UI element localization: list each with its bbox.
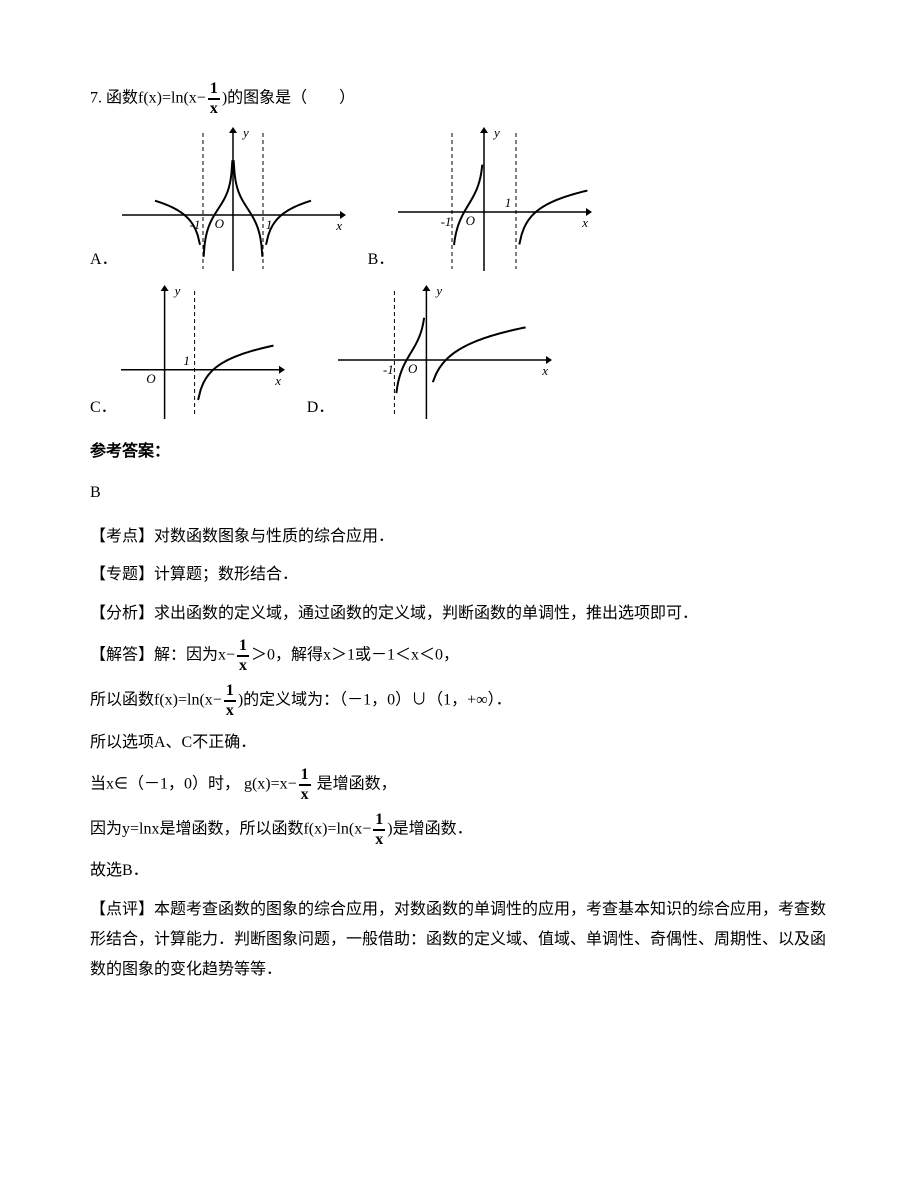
option-D: D． Ox y -1 bbox=[307, 283, 555, 423]
option-D-label: D． bbox=[307, 393, 335, 423]
graph-D: Ox y -1 bbox=[334, 283, 554, 423]
fraction-1-over-x: 1x bbox=[237, 637, 249, 674]
option-A: A． Oxy-11 bbox=[90, 125, 348, 275]
svg-text:O: O bbox=[146, 371, 156, 386]
option-B-label: B． bbox=[368, 245, 395, 275]
frac-den: x bbox=[208, 100, 220, 118]
frac-num: 1 bbox=[373, 811, 385, 831]
jieda-p1-a: 解：因为x− bbox=[154, 646, 235, 663]
jieda-p4-b: 是增函数， bbox=[313, 775, 397, 792]
jieda-p3: 所以选项A、C不正确． bbox=[90, 728, 830, 758]
svg-text:O: O bbox=[466, 213, 476, 228]
frac-num: 1 bbox=[208, 80, 220, 100]
fenxi-label: 【分析】 bbox=[90, 605, 154, 622]
graph-B: Ox y -1 1 bbox=[394, 125, 594, 275]
svg-text:x: x bbox=[581, 215, 588, 230]
frac-den: x bbox=[224, 702, 236, 720]
frac-num: 1 bbox=[224, 682, 236, 702]
svg-text:1: 1 bbox=[505, 195, 512, 210]
svg-text:y: y bbox=[435, 283, 443, 298]
zhuanti-text: 计算题；数形结合． bbox=[154, 566, 298, 583]
jieda-p4-a: 当x∈（－1，0）时， g(x)=x− bbox=[90, 775, 297, 792]
question-line: 7. 函数f(x)=ln(x−1x)的图象是（ ） bbox=[90, 80, 830, 117]
zhuanti-label: 【专题】 bbox=[90, 566, 154, 583]
jieda-p2-a: 所以函数f(x)=ln(x− bbox=[90, 692, 222, 709]
svg-text:y: y bbox=[241, 125, 249, 140]
svg-text:x: x bbox=[274, 373, 281, 388]
kaodian-label: 【考点】 bbox=[90, 528, 154, 545]
graph-C: Ox y 1 bbox=[117, 283, 287, 423]
frac-den: x bbox=[237, 657, 249, 675]
option-C: C． Ox y 1 bbox=[90, 283, 287, 423]
svg-text:-1: -1 bbox=[441, 214, 452, 229]
dianping-text: 本题考查函数的图象的综合应用，对数函数的单调性的应用，考查基本知识的综合应用，考… bbox=[90, 901, 826, 979]
question-text-b: )的图象是（ ） bbox=[222, 89, 355, 106]
jieda-p1: 【解答】解：因为x−1x＞0，解得x＞1或－1＜x＜0， bbox=[90, 637, 830, 674]
jieda-p5-a: 因为y=lnx是增函数，所以函数f(x)=ln(x− bbox=[90, 820, 371, 837]
answer-heading: 参考答案： bbox=[90, 437, 830, 467]
svg-text:x: x bbox=[335, 218, 342, 233]
jieda-p5-b: )是增函数． bbox=[387, 820, 472, 837]
frac-den: x bbox=[299, 786, 311, 804]
kaodian-line: 【考点】对数函数图象与性质的综合应用． bbox=[90, 522, 830, 552]
fraction-1-over-x: 1x bbox=[373, 811, 385, 848]
jieda-p2-b: )的定义域为：（－1，0）∪（1，+∞）． bbox=[238, 692, 512, 709]
svg-text:1: 1 bbox=[183, 353, 190, 368]
jieda-p4: 当x∈（－1，0）时， g(x)=x−1x 是增函数， bbox=[90, 766, 830, 803]
jieda-p6: 故选B． bbox=[90, 856, 830, 886]
svg-text:y: y bbox=[492, 125, 500, 140]
graph-A: Oxy-11 bbox=[118, 125, 348, 275]
svg-text:-1: -1 bbox=[383, 362, 394, 377]
question-text-a: 函数f(x)=ln(x− bbox=[106, 89, 206, 106]
jieda-label: 【解答】 bbox=[90, 646, 154, 663]
jieda-p1-b: ＞0，解得x＞1或－1＜x＜0， bbox=[251, 646, 459, 663]
zhuanti-line: 【专题】计算题；数形结合． bbox=[90, 560, 830, 590]
fraction-1-over-x: 1x bbox=[299, 766, 311, 803]
frac-num: 1 bbox=[237, 637, 249, 657]
fraction-1-over-x: 1x bbox=[208, 80, 220, 117]
options-row-2: C． Ox y 1 D． Ox y -1 bbox=[90, 283, 830, 423]
kaodian-text: 对数函数图象与性质的综合应用． bbox=[154, 528, 394, 545]
fenxi-text: 求出函数的定义域，通过函数的定义域，判断函数的单调性，推出选项即可． bbox=[154, 605, 698, 622]
jieda-p5: 因为y=lnx是增函数，所以函数f(x)=ln(x−1x)是增函数． bbox=[90, 811, 830, 848]
option-A-label: A． bbox=[90, 245, 118, 275]
svg-text:x: x bbox=[541, 363, 548, 378]
svg-text:O: O bbox=[408, 361, 418, 376]
svg-text:O: O bbox=[214, 216, 224, 231]
dianping-line: 【点评】本题考查函数的图象的综合应用，对数函数的单调性的应用，考查基本知识的综合… bbox=[90, 895, 830, 986]
fenxi-line: 【分析】求出函数的定义域，通过函数的定义域，判断函数的单调性，推出选项即可． bbox=[90, 599, 830, 629]
dianping-label: 【点评】 bbox=[90, 901, 154, 918]
frac-num: 1 bbox=[299, 766, 311, 786]
option-B: B． Ox y -1 1 bbox=[368, 125, 595, 275]
fraction-1-over-x: 1x bbox=[224, 682, 236, 719]
options-row-1: A． Ox y -1 1 B． Ox y -1 1 bbox=[90, 125, 830, 275]
question-number: 7. bbox=[90, 89, 102, 106]
answer-value: B bbox=[90, 478, 830, 508]
jieda-p2: 所以函数f(x)=ln(x−1x)的定义域为：（－1，0）∪（1，+∞）． bbox=[90, 682, 830, 719]
frac-den: x bbox=[373, 831, 385, 849]
svg-text:y: y bbox=[172, 283, 180, 298]
option-C-label: C． bbox=[90, 393, 117, 423]
